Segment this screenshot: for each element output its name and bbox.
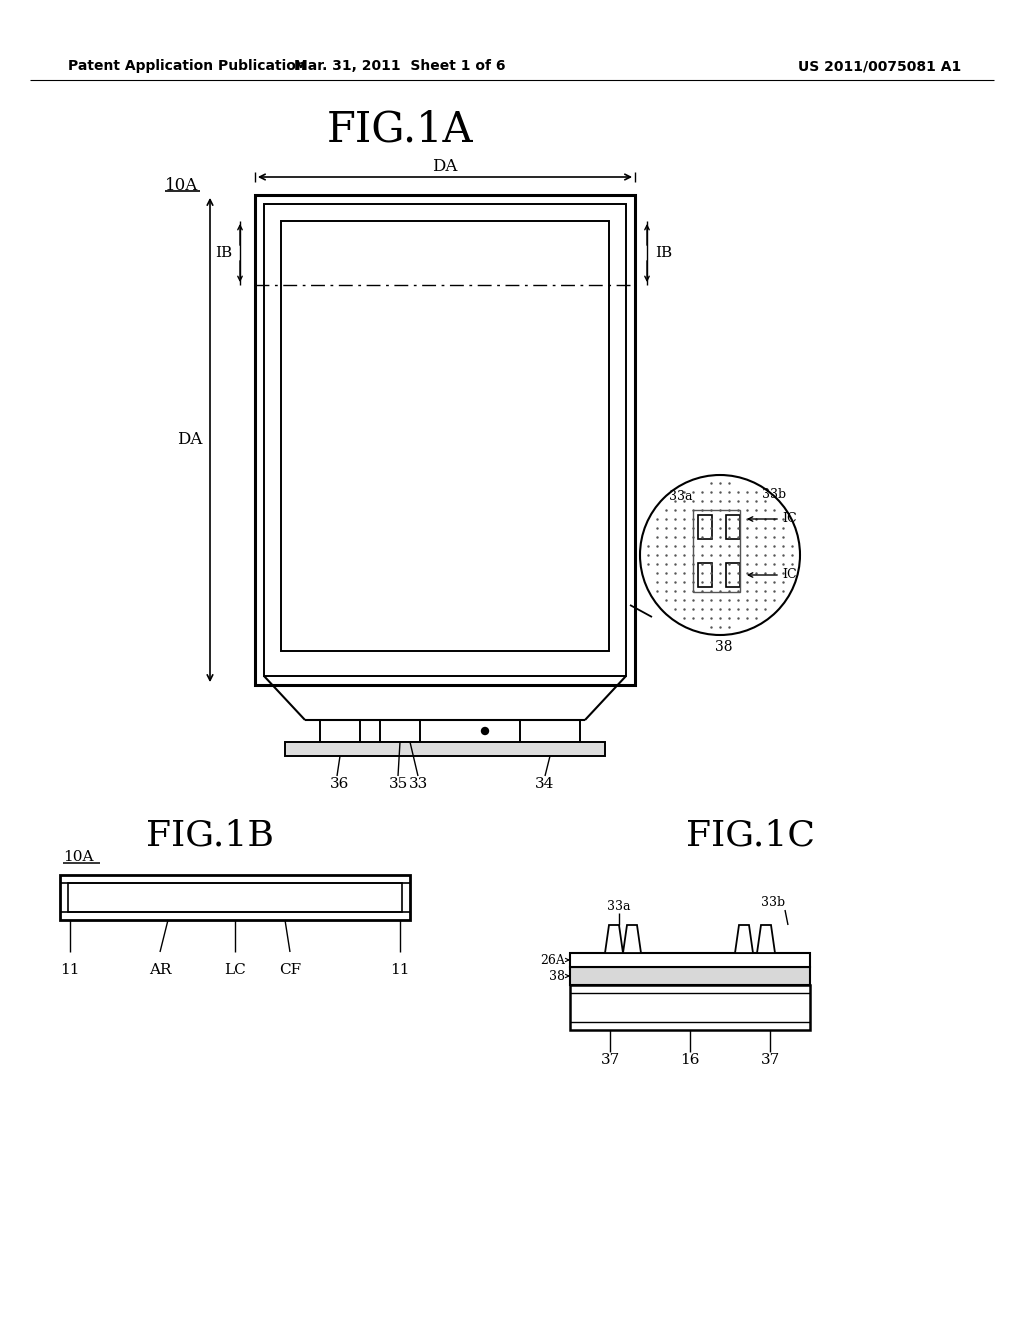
Polygon shape <box>623 925 641 953</box>
Text: 33a: 33a <box>607 900 631 913</box>
Text: 33b: 33b <box>762 488 786 502</box>
Text: CF: CF <box>279 964 301 977</box>
Text: LC: LC <box>224 964 246 977</box>
Text: 33b: 33b <box>761 896 785 909</box>
Bar <box>264 205 626 676</box>
Text: FIG.1B: FIG.1B <box>146 818 274 851</box>
Text: 37: 37 <box>600 1053 620 1067</box>
Text: IB: IB <box>655 246 672 260</box>
Text: FIG.1C: FIG.1C <box>685 818 814 851</box>
Circle shape <box>481 727 488 734</box>
Bar <box>281 220 609 651</box>
Text: Mar. 31, 2011  Sheet 1 of 6: Mar. 31, 2011 Sheet 1 of 6 <box>294 59 506 73</box>
Text: 16: 16 <box>680 1053 699 1067</box>
Bar <box>698 564 712 587</box>
Text: AR: AR <box>148 964 171 977</box>
Polygon shape <box>757 925 775 953</box>
Bar <box>726 564 740 587</box>
Text: 38: 38 <box>715 640 732 653</box>
Text: 11: 11 <box>390 964 410 977</box>
Bar <box>698 515 712 539</box>
Polygon shape <box>605 925 623 953</box>
Text: 10A: 10A <box>165 177 199 194</box>
Bar <box>570 968 810 985</box>
Text: 10A: 10A <box>63 850 93 865</box>
Text: IC: IC <box>782 569 797 582</box>
Bar <box>285 742 605 756</box>
Text: US 2011/0075081 A1: US 2011/0075081 A1 <box>799 59 962 73</box>
Text: IC: IC <box>782 512 797 525</box>
Text: 38: 38 <box>549 969 565 982</box>
Text: 37: 37 <box>761 1053 779 1067</box>
Bar <box>693 510 740 591</box>
Text: DA: DA <box>432 158 458 176</box>
Bar <box>570 953 810 968</box>
Bar <box>255 195 635 685</box>
Text: 34: 34 <box>536 777 555 791</box>
Text: 33: 33 <box>409 777 428 791</box>
Text: Patent Application Publication: Patent Application Publication <box>68 59 306 73</box>
Bar <box>68 883 402 912</box>
Bar <box>726 515 740 539</box>
Text: FIG.1A: FIG.1A <box>327 110 473 150</box>
Text: 33a: 33a <box>669 491 692 503</box>
Bar <box>570 985 810 1030</box>
Bar <box>319 719 360 742</box>
Text: 11: 11 <box>60 964 80 977</box>
Bar <box>60 875 410 920</box>
Bar <box>380 719 420 742</box>
Text: 35: 35 <box>388 777 408 791</box>
Bar <box>520 719 580 742</box>
Text: IB: IB <box>215 246 232 260</box>
Text: 36: 36 <box>331 777 349 791</box>
Polygon shape <box>735 925 753 953</box>
Text: DA: DA <box>176 432 202 449</box>
Text: 26A: 26A <box>540 953 565 966</box>
